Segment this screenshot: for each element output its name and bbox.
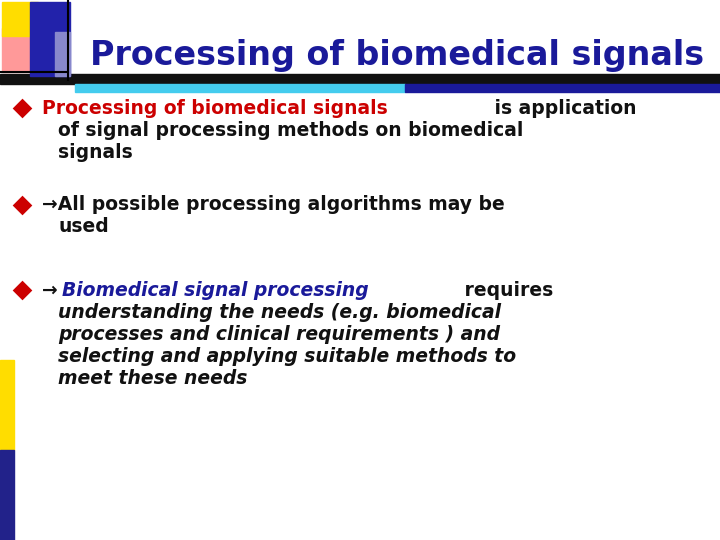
Text: is application: is application: [488, 98, 636, 118]
Text: used: used: [58, 218, 109, 237]
Text: Processing of biomedical signals: Processing of biomedical signals: [90, 38, 704, 71]
Text: requires: requires: [458, 280, 553, 300]
Point: [17, 104, 28, 112]
Point: [17, 201, 28, 210]
Bar: [55, 32, 70, 76]
Bar: [0, 360, 14, 450]
Text: of signal processing methods on biomedical: of signal processing methods on biomedic…: [58, 120, 523, 139]
Bar: [2, 2, 38, 36]
Bar: [405, 84, 720, 92]
Bar: [75, 84, 405, 92]
Bar: [0, 74, 720, 84]
Text: Processing of biomedical signals: Processing of biomedical signals: [42, 98, 388, 118]
Text: understanding the needs (e.g. biomedical: understanding the needs (e.g. biomedical: [58, 302, 501, 321]
Bar: [0, 450, 14, 540]
Point: [17, 286, 28, 294]
Bar: [2, 28, 34, 72]
Bar: [30, 2, 70, 76]
Text: Biomedical signal processing: Biomedical signal processing: [63, 280, 369, 300]
Text: selecting and applying suitable methods to: selecting and applying suitable methods …: [58, 347, 516, 366]
Text: →All possible processing algorithms may be: →All possible processing algorithms may …: [42, 195, 505, 214]
Text: processes and clinical requirements ) and: processes and clinical requirements ) an…: [58, 325, 500, 343]
Text: meet these needs: meet these needs: [58, 368, 248, 388]
Text: signals: signals: [58, 143, 132, 161]
Text: →: →: [42, 280, 58, 300]
